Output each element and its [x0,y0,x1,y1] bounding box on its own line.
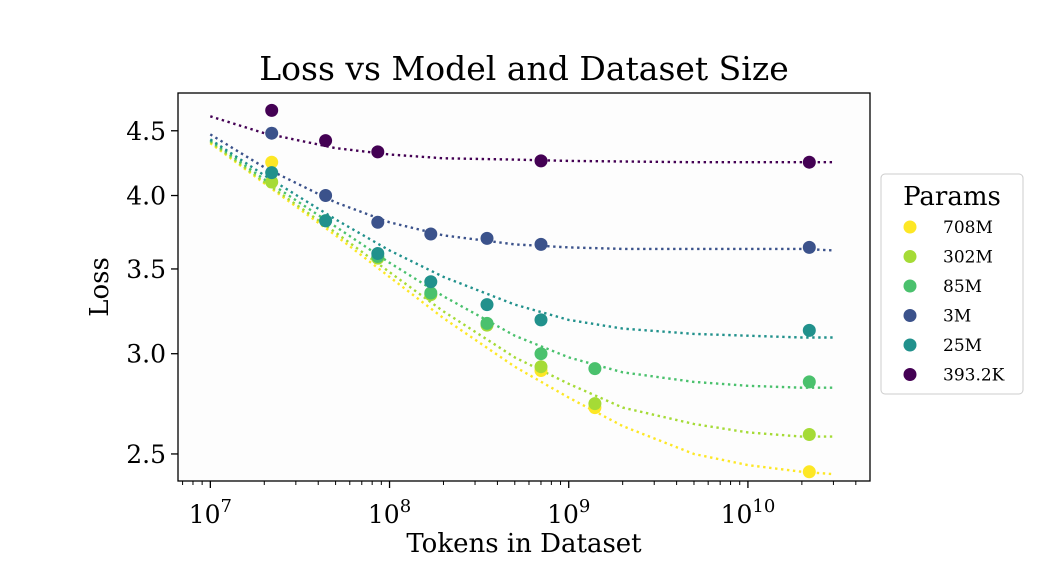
legend-marker-4 [903,338,917,352]
point-25m-1 [319,214,333,228]
point-302m-4 [534,360,548,374]
y-axis-label: Loss [85,257,115,317]
y-tick-label-0: 2.5 [126,440,166,469]
point-25m-3 [424,275,438,289]
point-25m-2 [371,247,385,260]
point-393-2k-0 [265,103,279,117]
x-tick-label-3: 1010 [721,496,776,529]
legend-label-5: 393.2K [943,366,1005,386]
y-axis-ticks: 2.5 3.0 3.5 4.0 4.5 [126,117,178,469]
point-393-2k-3 [534,154,548,168]
legend-items: 708M 302M 85M 3M 25M 393.2K [903,218,1005,386]
data-points [265,103,816,479]
point-85m-5 [588,362,602,376]
x-tick-label-2: 109 [547,496,590,529]
chart-title: Loss vs Model and Dataset Size [259,49,788,88]
point-25m-0 [265,166,279,180]
y-tick-label-2: 3.5 [126,255,166,284]
legend-title: Params [903,182,1001,212]
point-393-2k-2 [371,145,385,159]
point-302m-0 [265,175,279,189]
point-3m-6 [802,240,816,254]
point-708m-0 [265,155,279,169]
point-3m-5 [534,237,548,251]
plot-frame [177,92,871,482]
fit-line-85m [209,139,834,389]
y-tick-label-1: 3.0 [126,340,166,369]
y-tick-label-3: 4.0 [126,182,166,211]
point-85m-6 [802,375,816,389]
legend-label-4: 25M [943,336,982,356]
point-393-2k-4 [802,155,816,169]
point-85m-3 [480,316,494,330]
x-tick-label-1: 108 [368,496,411,529]
legend-label-1: 302M [943,248,993,268]
legend-marker-1 [903,250,917,263]
fit-line-708m [209,142,834,476]
x-tick-label-0: 107 [189,496,232,529]
legend: Params 708M 302M 85M 3M 25M 393.2K [880,173,1024,395]
point-25m-6 [802,323,816,337]
legend-marker-3 [903,309,917,322]
point-393-2k-1 [319,134,333,148]
point-3m-3 [424,227,438,241]
point-3m-2 [371,215,385,229]
point-85m-2 [424,286,438,300]
point-708m-3 [802,465,816,479]
legend-marker-5 [903,368,917,381]
point-25m-4 [480,298,494,312]
legend-label-0: 708M [943,218,993,238]
legend-marker-0 [903,220,917,234]
y-tick-label-4: 4.5 [126,117,166,146]
point-3m-1 [319,189,333,202]
x-axis-label: Tokens in Dataset [406,529,642,559]
point-302m-5 [588,397,602,411]
point-3m-0 [265,126,279,140]
x-axis-ticks: 107 108 109 1010 [182,481,857,529]
legend-marker-2 [903,279,917,293]
legend-box [880,173,1024,395]
point-3m-4 [480,231,494,245]
point-302m-6 [802,428,816,441]
point-25m-5 [534,313,548,327]
plot-area [178,93,870,481]
legend-label-2: 85M [943,277,982,297]
legend-label-3: 3M [943,307,971,327]
point-85m-4 [534,347,548,361]
